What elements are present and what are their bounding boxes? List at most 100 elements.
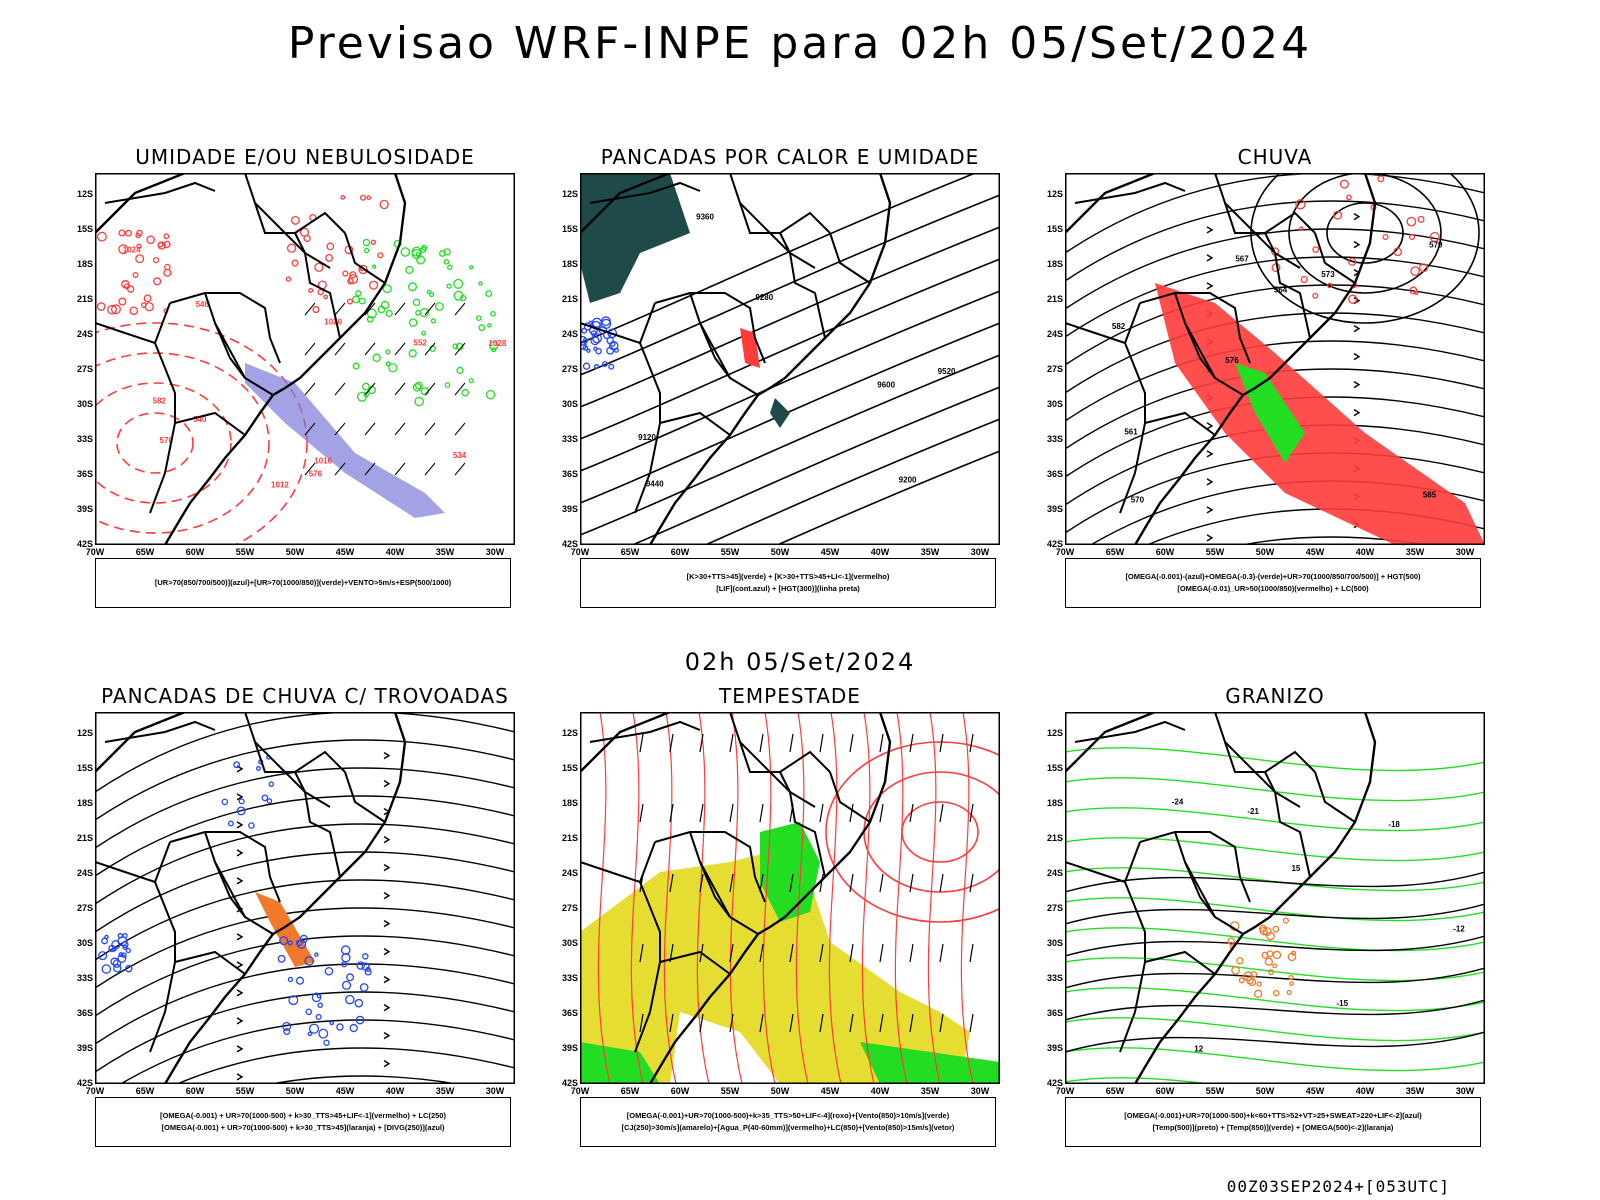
wind-vector: [454, 302, 466, 316]
lon-tick-label: 30W: [485, 547, 505, 557]
lat-tick-label: 12S: [1046, 728, 1063, 738]
field-blob: [143, 294, 152, 303]
political-border: [1224, 202, 1316, 234]
lon-tick-label: 55W: [235, 547, 255, 557]
field-blob: [112, 959, 122, 968]
lat-tick-label: 33S: [561, 434, 578, 444]
field-blob: [414, 381, 423, 390]
contour-line: [775, 450, 1000, 545]
political-border: [634, 881, 661, 1053]
contour-line: [1065, 903, 1485, 925]
contour-label: 579: [1429, 241, 1443, 250]
panel-title: CHUVA: [1237, 145, 1313, 169]
lon-tick-label: 60W: [670, 1086, 690, 1096]
field-blob: [303, 234, 311, 243]
field-blob: [304, 956, 315, 966]
lat-tick-label: 21S: [76, 294, 93, 304]
streamline-arrow: [1206, 478, 1214, 486]
contour-line: [1288, 173, 1442, 294]
streamline-arrow: [1353, 212, 1361, 221]
political-border: [149, 881, 176, 1053]
field-blob: [456, 366, 464, 375]
political-border: [104, 181, 216, 204]
field-blob: [287, 940, 293, 946]
political-border: [580, 302, 656, 345]
field-blob: [299, 934, 308, 943]
wind-vector: [669, 803, 674, 823]
field-blob: [132, 271, 139, 278]
streamline: [663, 712, 677, 1084]
lon-tick-label: 40W: [1355, 547, 1375, 557]
field-blob: [110, 304, 121, 315]
field-blob: [129, 306, 139, 316]
lat-tick-label: 36S: [561, 1008, 578, 1018]
wind-vector: [789, 733, 794, 753]
wind-vector: [849, 1013, 854, 1033]
wind-vector: [394, 342, 406, 356]
field-blob: [1300, 275, 1308, 284]
map-border: [580, 712, 1000, 1084]
field-blob: [1250, 971, 1258, 978]
political-border: [174, 950, 246, 975]
field-blob: [1253, 989, 1263, 998]
wind-vector: [729, 733, 734, 753]
field-blob: [412, 298, 421, 307]
lat-tick-label: 21S: [1046, 294, 1063, 304]
lon-tick-label: 60W: [670, 547, 690, 557]
field-blob: [408, 318, 418, 327]
contour-label: 9120: [638, 433, 656, 442]
contour-label: -12: [1453, 924, 1465, 933]
field-blob: [342, 270, 349, 277]
political-border: [244, 712, 331, 808]
wind-vector: [424, 422, 436, 436]
contour-line: [580, 173, 978, 344]
lon-tick-label: 65W: [135, 1086, 155, 1096]
wind-vector: [969, 873, 974, 893]
lat-tick-label: 27S: [1046, 364, 1063, 374]
wind-vector: [394, 422, 406, 436]
political-border: [739, 741, 831, 773]
field-blob: [600, 318, 612, 329]
political-border: [95, 841, 171, 884]
contour-label: 1028: [489, 339, 507, 348]
contour-label: 567: [1235, 254, 1249, 263]
lon-tick-label: 30W: [970, 1086, 990, 1096]
field-blob: [1248, 978, 1257, 987]
contour-label: 582: [153, 396, 167, 405]
lon-tick-label: 45W: [820, 1086, 840, 1096]
field-blob: [358, 297, 366, 305]
streamline-arrow: [236, 793, 244, 801]
lat-tick-label: 36S: [76, 469, 93, 479]
lon-tick-label: 45W: [1305, 547, 1325, 557]
streamline: [795, 712, 809, 1084]
field-blob: [317, 288, 324, 296]
field-blob: [341, 980, 352, 990]
legend-line: [CJ(250)>30m/s](amarelo)+[Agua_P(40-60mm…: [621, 1123, 955, 1132]
lat-tick-label: 36S: [76, 1008, 93, 1018]
field-blob: [308, 287, 314, 293]
field-blob: [107, 304, 117, 315]
panel-umidade: UMIDADE E/OU NEBULOSIDADE 1012 1016 1020 102…: [65, 145, 535, 615]
field-blob: [356, 961, 365, 970]
streamline-arrow: [236, 933, 244, 941]
contour-line: [1326, 202, 1404, 264]
lon-tick-label: 40W: [385, 547, 405, 557]
lat-tick-label: 39S: [561, 504, 578, 514]
field-blob: [1295, 199, 1306, 210]
legend-box: [K>30+TTS>45](verde) + [K>30+TTS>45+LI<-…: [580, 558, 996, 608]
shaded-field: [740, 328, 760, 368]
wind-vector: [669, 1013, 674, 1033]
field-blob: [1339, 179, 1349, 189]
field-blob: [412, 382, 422, 392]
streamline-arrow: [1206, 226, 1214, 234]
field-blob: [588, 320, 593, 325]
contour-line: [1065, 1077, 1218, 1084]
political-border: [304, 252, 341, 339]
lon-tick-label: 65W: [620, 1086, 640, 1096]
political-border: [1074, 181, 1186, 204]
wind-vector: [304, 462, 316, 476]
lon-tick-label: 50W: [770, 1086, 790, 1096]
field-blob: [315, 1013, 322, 1020]
field-blob: [411, 246, 422, 257]
political-border: [1264, 232, 1276, 254]
